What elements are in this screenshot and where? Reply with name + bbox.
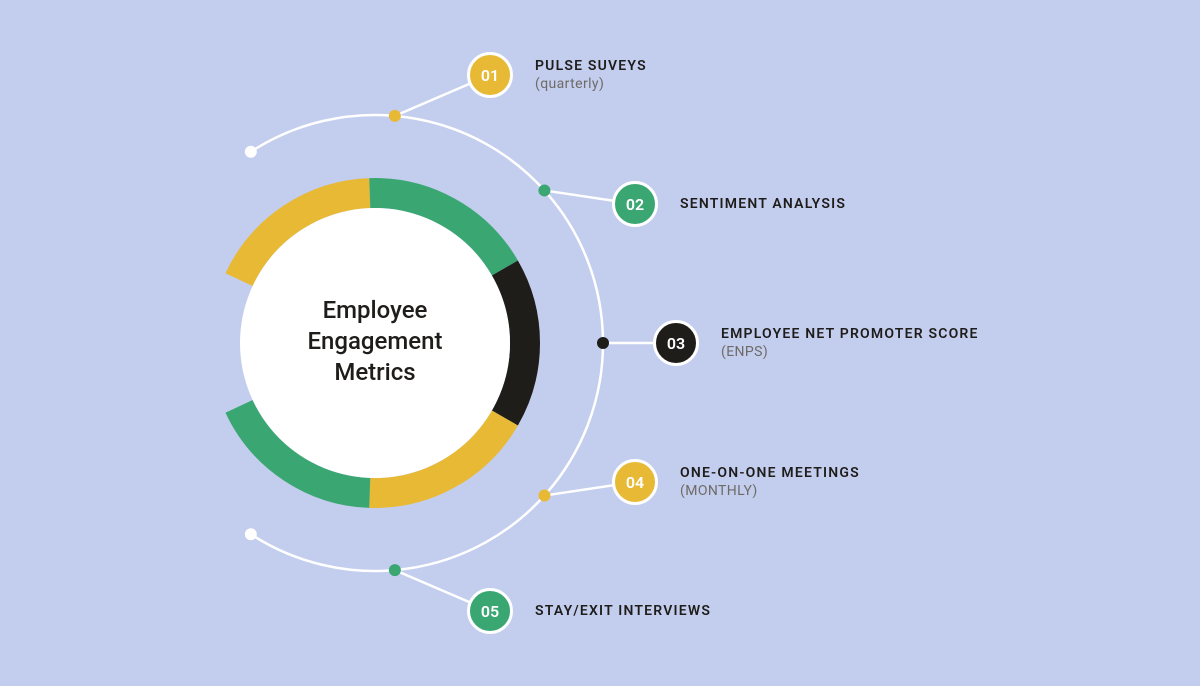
metric-badge-3: 03	[653, 320, 699, 366]
metric-item-2: 02 SENTIMENT ANALYSIS	[612, 181, 846, 227]
connector-dot-1	[389, 110, 401, 122]
center-title-line3: Metrics	[240, 357, 510, 388]
metric-label-block-4: ONE-ON-ONE MEETINGS (MONTHLY)	[680, 465, 860, 499]
outer-arc-end-dot-2	[245, 528, 257, 540]
metric-item-4: 04 ONE-ON-ONE MEETINGS (MONTHLY)	[612, 459, 860, 505]
metric-badge-5: 05	[467, 588, 513, 634]
metric-badge-1: 01	[467, 52, 513, 98]
connector-dot-4	[538, 490, 550, 502]
metric-label-block-3: EMPLOYEE NET PROMOTER SCORE (ENPS)	[721, 326, 979, 360]
metric-subtitle-1: (quarterly)	[535, 76, 647, 92]
metric-title-2: SENTIMENT ANALYSIS	[680, 196, 846, 212]
connector-dot-3	[597, 337, 609, 349]
metric-label-block-2: SENTIMENT ANALYSIS	[680, 196, 846, 212]
infographic-canvas: Employee Engagement Metrics 01 PULSE SUVE…	[0, 0, 1200, 686]
connector-dot-5	[389, 564, 401, 576]
metric-badge-4: 04	[612, 459, 658, 505]
metric-title-1: PULSE SUVEYS	[535, 58, 647, 74]
metric-label-block-5: STAY/EXIT INTERVIEWS	[535, 603, 711, 619]
metric-item-1: 01 PULSE SUVEYS (quarterly)	[467, 52, 647, 98]
outer-arc-end-dot-1	[245, 146, 257, 158]
metric-badge-2: 02	[612, 181, 658, 227]
metric-item-5: 05 STAY/EXIT INTERVIEWS	[467, 588, 711, 634]
metric-subtitle-3: (ENPS)	[721, 344, 979, 360]
metric-title-5: STAY/EXIT INTERVIEWS	[535, 603, 711, 619]
center-title: Employee Engagement Metrics	[240, 295, 510, 389]
metric-subtitle-4: (MONTHLY)	[680, 483, 860, 499]
metric-title-4: ONE-ON-ONE MEETINGS	[680, 465, 860, 481]
metric-title-3: EMPLOYEE NET PROMOTER SCORE	[721, 326, 979, 342]
center-title-line1: Employee	[240, 295, 510, 326]
center-title-line2: Engagement	[240, 326, 510, 357]
diagram-svg	[0, 0, 1200, 686]
metric-item-3: 03 EMPLOYEE NET PROMOTER SCORE (ENPS)	[653, 320, 979, 366]
connector-dot-2	[538, 184, 550, 196]
metric-label-block-1: PULSE SUVEYS (quarterly)	[535, 58, 647, 92]
